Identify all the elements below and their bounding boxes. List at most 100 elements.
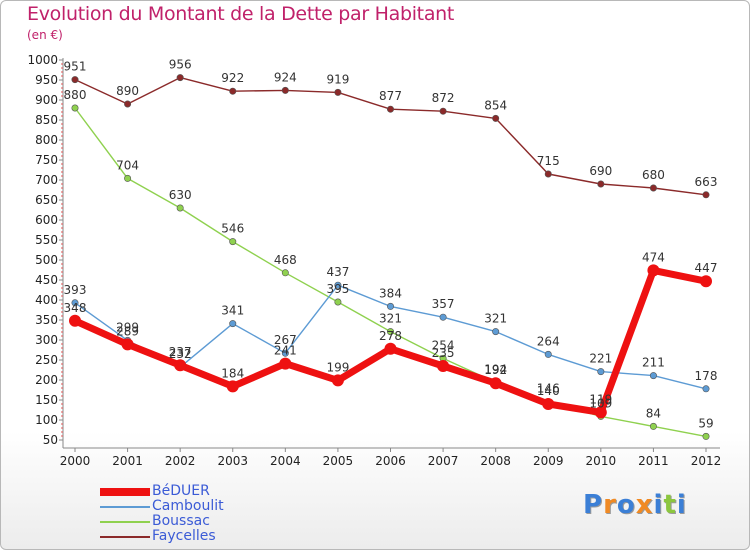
data-label: 184 — [221, 366, 244, 380]
legend-label-beduer: BéDUER — [152, 483, 210, 499]
data-point — [492, 328, 500, 336]
data-point — [702, 385, 710, 393]
logo-letter: t — [663, 490, 677, 520]
data-point — [174, 359, 187, 372]
data-label: 109 — [589, 396, 612, 410]
data-point — [439, 313, 447, 321]
data-point — [121, 338, 134, 351]
legend-item-boussac: Boussac — [100, 514, 360, 529]
data-point — [649, 184, 657, 192]
data-point — [386, 105, 394, 113]
data-label: 84 — [646, 406, 661, 420]
data-label: 140 — [537, 384, 560, 398]
x-tick-label: 2008 — [480, 454, 511, 468]
data-label: 232 — [169, 347, 192, 361]
y-tick-label: 450 — [35, 273, 58, 287]
data-label: 877 — [379, 89, 402, 103]
data-label: 395 — [326, 282, 349, 296]
logo-letter: i — [676, 490, 687, 520]
data-point — [594, 406, 607, 419]
legend-swatch-camboulit — [100, 506, 150, 508]
data-label: 119 — [589, 392, 612, 406]
x-tick-label: 2007 — [428, 454, 459, 468]
data-point — [492, 114, 500, 122]
data-point — [386, 328, 394, 336]
data-point — [226, 380, 239, 393]
data-point — [71, 76, 79, 84]
data-label: 199 — [326, 360, 349, 374]
data-point — [279, 357, 292, 370]
data-point — [437, 360, 450, 372]
x-tick-label: 2010 — [586, 454, 617, 468]
data-label: 880 — [64, 88, 87, 102]
data-label: 393 — [64, 283, 87, 297]
legend-label-boussac: Boussac — [152, 513, 210, 529]
data-label: 630 — [169, 188, 192, 202]
data-label: 321 — [379, 312, 402, 326]
x-tick-label: 2004 — [270, 454, 301, 468]
data-label: 919 — [326, 72, 349, 86]
data-point — [124, 174, 132, 182]
data-label: 146 — [537, 382, 560, 396]
x-tick-label: 2011 — [638, 454, 669, 468]
data-label: 194 — [484, 362, 507, 376]
legend-label-camboulit: Camboulit — [152, 498, 224, 514]
data-point — [334, 298, 342, 306]
data-label: 59 — [698, 416, 713, 430]
data-label: 264 — [537, 334, 560, 348]
data-label: 890 — [116, 84, 139, 98]
logo-letter: i — [653, 490, 664, 520]
y-tick-label: 850 — [35, 113, 58, 127]
legend-swatch-boussac — [100, 521, 150, 523]
data-point — [597, 368, 605, 376]
data-point — [597, 180, 605, 188]
data-point — [176, 74, 184, 82]
y-tick-label: 700 — [35, 173, 58, 187]
y-tick-label: 50 — [43, 433, 58, 447]
data-point — [700, 275, 712, 288]
data-point — [124, 100, 132, 108]
data-label: 211 — [642, 356, 665, 370]
data-point — [281, 269, 289, 277]
data-point — [544, 170, 552, 178]
data-point — [649, 422, 657, 430]
data-point — [69, 314, 81, 327]
data-point — [544, 350, 552, 358]
x-tick-label: 2005 — [323, 454, 354, 468]
data-label: 715 — [537, 154, 560, 168]
data-point — [489, 377, 502, 390]
y-tick-label: 200 — [35, 373, 58, 387]
x-tick-label: 2009 — [533, 454, 564, 468]
data-label: 384 — [379, 286, 402, 300]
data-point — [229, 320, 237, 328]
data-point — [334, 281, 342, 289]
y-tick-label: 600 — [35, 213, 58, 227]
data-label: 235 — [432, 346, 455, 360]
data-point — [702, 432, 710, 440]
data-label: 341 — [221, 304, 244, 318]
chart-subtitle: (en €) — [27, 28, 63, 42]
data-label: 704 — [116, 158, 139, 172]
data-point — [71, 299, 79, 307]
y-tick-label: 550 — [35, 233, 58, 247]
data-label: 289 — [116, 324, 139, 338]
data-label: 468 — [274, 253, 297, 267]
data-point — [281, 349, 289, 357]
data-label: 221 — [589, 352, 612, 366]
data-label: 437 — [326, 265, 349, 279]
legend-label-faycelles: Faycelles — [152, 528, 216, 544]
data-label: 663 — [695, 175, 718, 189]
chart-title: Evolution du Montant de la Dette par Hab… — [27, 3, 455, 25]
y-tick-label: 300 — [35, 333, 58, 347]
legend-item-faycelles: Faycelles — [100, 529, 360, 544]
y-tick-label: 400 — [35, 293, 58, 307]
y-tick-label: 950 — [35, 73, 58, 87]
data-label: 267 — [274, 333, 297, 347]
data-point — [229, 238, 237, 246]
data-label: 546 — [221, 222, 244, 236]
logo-letter: r — [603, 490, 617, 520]
data-label: 241 — [274, 344, 297, 358]
data-label: 922 — [221, 71, 244, 85]
data-label: 237 — [169, 345, 192, 359]
logo-letter: o — [616, 490, 636, 520]
